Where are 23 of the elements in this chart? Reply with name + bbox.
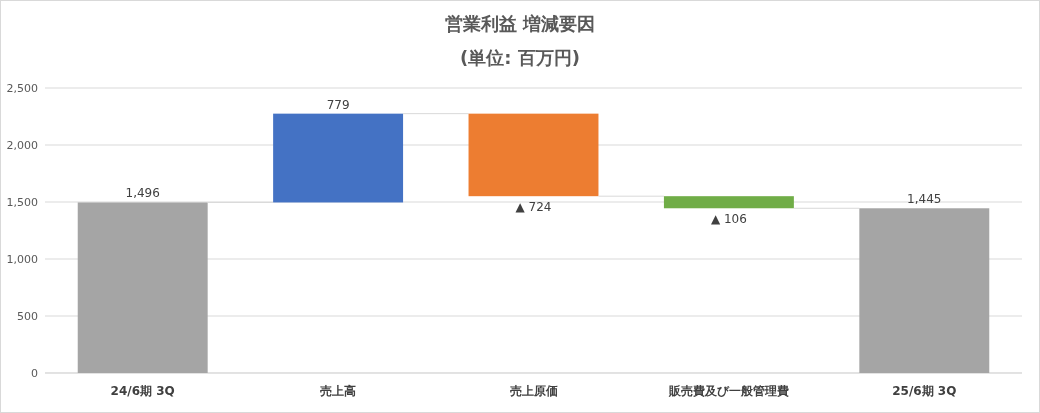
- x-tick-label: 25/6期 3Q: [892, 384, 957, 398]
- bar: [663, 196, 794, 209]
- bar: [273, 113, 404, 203]
- chart-subtitle: (単位: 百万円): [460, 47, 580, 68]
- y-tick-label: 1,500: [6, 196, 38, 209]
- y-tick-label: 2,000: [6, 139, 38, 152]
- x-tick-label: 売上原価: [509, 384, 558, 398]
- data-label: ▲ 724: [515, 200, 552, 215]
- chart-title: 営業利益 増減要因: [444, 13, 596, 34]
- y-tick-label: 500: [17, 310, 38, 323]
- x-tick-label: 販売費及び一般管理費: [667, 384, 789, 398]
- data-label: 779: [326, 97, 350, 112]
- data-label: ▲ 106: [710, 212, 747, 227]
- y-tick-label: 1,000: [6, 253, 38, 266]
- data-label: 1,496: [125, 186, 160, 201]
- bar: [468, 113, 599, 197]
- bar: [77, 202, 208, 373]
- y-tick-label: 2,500: [6, 82, 38, 95]
- data-label: 1,445: [907, 192, 942, 207]
- y-tick-label: 0: [31, 367, 38, 380]
- x-tick-label: 売上高: [320, 384, 357, 398]
- x-tick-label: 24/6期 3Q: [110, 384, 175, 398]
- bar: [859, 208, 990, 373]
